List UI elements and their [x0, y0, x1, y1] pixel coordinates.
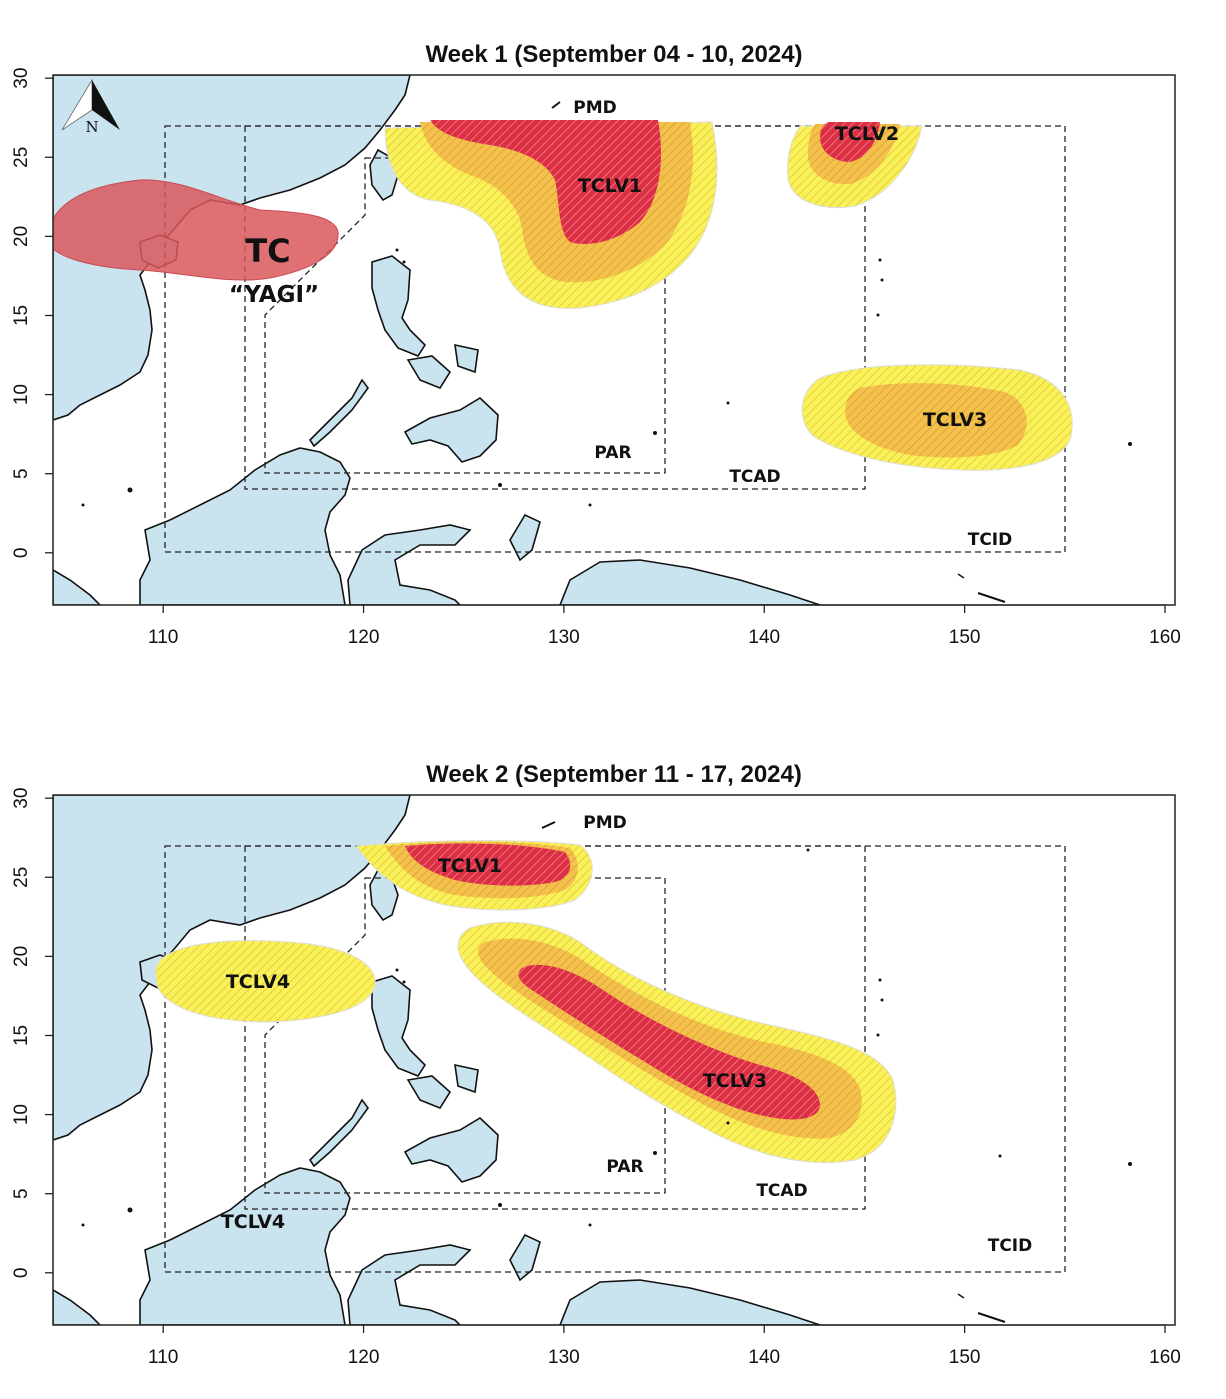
new-guinea-island: [559, 1279, 821, 1325]
tclv1-label: TCLV1: [578, 175, 642, 197]
tcad-boundary: [244, 845, 866, 1210]
x-tick-label: 120: [348, 1347, 380, 1368]
y-tick-label: 20: [11, 946, 32, 967]
week1-axes: 110 120 130 140 150 160 0 5 10 15 20 25 30: [11, 68, 1181, 648]
luzon-island: [371, 255, 427, 357]
x-tick-label: 110: [148, 627, 178, 648]
y-tick-label: 0: [11, 548, 32, 559]
tclv3-area: [801, 364, 1073, 471]
tclv3-area: [457, 921, 897, 1164]
visayas-islands: [406, 1063, 479, 1109]
sulawesi-island: [347, 1244, 472, 1325]
visayas-islands: [406, 343, 479, 389]
mindanao-island: [403, 397, 499, 463]
tcad-label: TCAD: [729, 467, 780, 487]
borneo-island: [139, 1167, 351, 1325]
luzon-island: [371, 975, 427, 1077]
small-islands: [81, 101, 1132, 603]
par-label: PAR: [594, 443, 631, 463]
y-tick-label: 10: [11, 1104, 32, 1125]
tclv3-high: [518, 964, 820, 1120]
week2-title: Week 2 (September 11 - 17, 2024): [426, 761, 802, 788]
north-arrow-icon: N: [61, 78, 120, 136]
x-tick-label: 130: [548, 1347, 580, 1368]
week2-map: Week 2 (September 11 - 17, 2024): [11, 761, 1181, 1368]
y-tick-label: 0: [11, 1268, 32, 1279]
y-tick-label: 30: [11, 788, 32, 809]
pmd-label: PMD: [583, 813, 627, 833]
x-tick-label: 130: [548, 627, 580, 648]
tclv3-label: TCLV3: [703, 1070, 767, 1092]
x-tick-label: 160: [1149, 1347, 1181, 1368]
week1-map: Week 1 (September 04 - 10, 2024): [11, 41, 1181, 648]
y-tick-label: 25: [11, 147, 32, 168]
palawan-island: [308, 1098, 369, 1168]
y-tick-label: 20: [11, 226, 32, 247]
tclv4-low: [155, 940, 376, 1023]
tclv1-area: [384, 120, 718, 309]
tcid-label: TCID: [968, 530, 1013, 550]
pmd-label: PMD: [573, 98, 617, 118]
x-tick-label: 140: [748, 1347, 780, 1368]
week1-map-content: N PMD TCLV1 TCLV2 TCLV3 TC “YAGI” PAR TC…: [53, 75, 1175, 605]
x-tick-label: 150: [949, 627, 981, 648]
sulawesi-island: [347, 524, 472, 605]
x-tick-label: 160: [1149, 627, 1181, 648]
small-islands: [81, 821, 1132, 1323]
tclv4-area: [155, 940, 376, 1023]
sumatra-edge: [53, 569, 102, 605]
tclv1-high: [430, 120, 661, 244]
tc-yagi-zone: [53, 179, 339, 281]
week2-map-panel: Week 2 (September 11 - 17, 2024): [0, 720, 1226, 1399]
week2-map-content: PMD TCLV1 TCLV4 TCLV3 TCLV4 PAR TCAD TCI…: [53, 795, 1175, 1325]
new-guinea-island: [559, 559, 821, 605]
x-tick-label: 120: [348, 627, 380, 648]
tclv4-remnant-label: TCLV4: [221, 1211, 285, 1233]
borneo-island: [139, 447, 351, 605]
tclv2-label: TCLV2: [835, 123, 899, 145]
par-label: PAR: [606, 1157, 643, 1177]
y-tick-label: 10: [11, 384, 32, 405]
tclv2-high: [820, 122, 880, 162]
x-tick-label: 110: [148, 1347, 178, 1368]
tc-name-label: “YAGI”: [229, 282, 319, 308]
palawan-island: [308, 378, 369, 448]
sumatra-edge: [53, 1289, 102, 1325]
y-tick-label: 15: [11, 305, 32, 326]
y-tick-label: 15: [11, 1025, 32, 1046]
region-boundaries: [164, 845, 1066, 1273]
x-tick-label: 150: [949, 1347, 981, 1368]
north-label: N: [85, 118, 98, 136]
y-tick-label: 5: [11, 1188, 32, 1199]
tcid-label: TCID: [988, 1236, 1033, 1256]
x-tick-label: 140: [748, 627, 780, 648]
y-tick-label: 30: [11, 68, 32, 89]
tclv1-high: [405, 843, 571, 886]
tclv4-label: TCLV4: [226, 971, 290, 993]
week1-map-panel: Week 1 (September 04 - 10, 2024): [0, 0, 1226, 690]
tclv1-area: [355, 840, 593, 911]
halmahera-island: [509, 1233, 541, 1282]
tclv1-label: TCLV1: [438, 855, 502, 877]
tcad-label: TCAD: [756, 1181, 807, 1201]
tclv3-label: TCLV3: [923, 409, 987, 431]
y-tick-label: 5: [11, 468, 32, 479]
halmahera-island: [509, 513, 541, 562]
week2-axes: 110 120 130 140 150 160 0 5 10 15 20 25 30: [11, 788, 1181, 1368]
week1-title: Week 1 (September 04 - 10, 2024): [425, 41, 802, 68]
tc-label: TC: [245, 232, 290, 270]
tclv3-moderate: [845, 383, 1027, 458]
tclv2-area: [787, 122, 923, 209]
y-tick-label: 25: [11, 867, 32, 888]
par-boundary: [264, 877, 666, 1194]
mindanao-island: [403, 1117, 499, 1183]
